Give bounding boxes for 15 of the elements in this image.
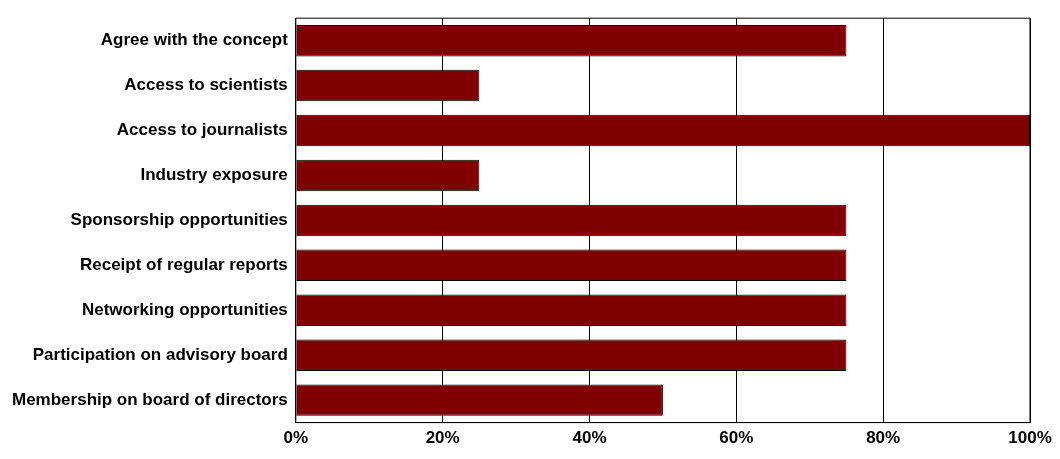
- y-tick-label: Access to journalists: [116, 120, 288, 140]
- y-tick-label: Access to scientists: [124, 75, 288, 95]
- y-tick-label: Receipt of regular reports: [79, 255, 288, 275]
- x-tick-label: 80%: [866, 428, 901, 448]
- y-tick-label: Agree with the concept: [100, 30, 289, 50]
- y-tick-label: Membership on board of directors: [12, 389, 288, 409]
- x-tick-label: 60%: [719, 428, 754, 448]
- x-tick-label: 0%: [283, 428, 309, 448]
- x-tick-label: 20%: [425, 428, 460, 448]
- y-tick-label: Networking opportunities: [81, 299, 288, 319]
- y-tick-label: Participation on advisory board: [32, 344, 288, 364]
- y-tick-label: Sponsorship opportunities: [70, 210, 288, 230]
- y-tick-label: Industry exposure: [140, 165, 288, 185]
- x-tick-label: 100%: [1008, 428, 1052, 448]
- x-tick-label: 40%: [572, 428, 607, 448]
